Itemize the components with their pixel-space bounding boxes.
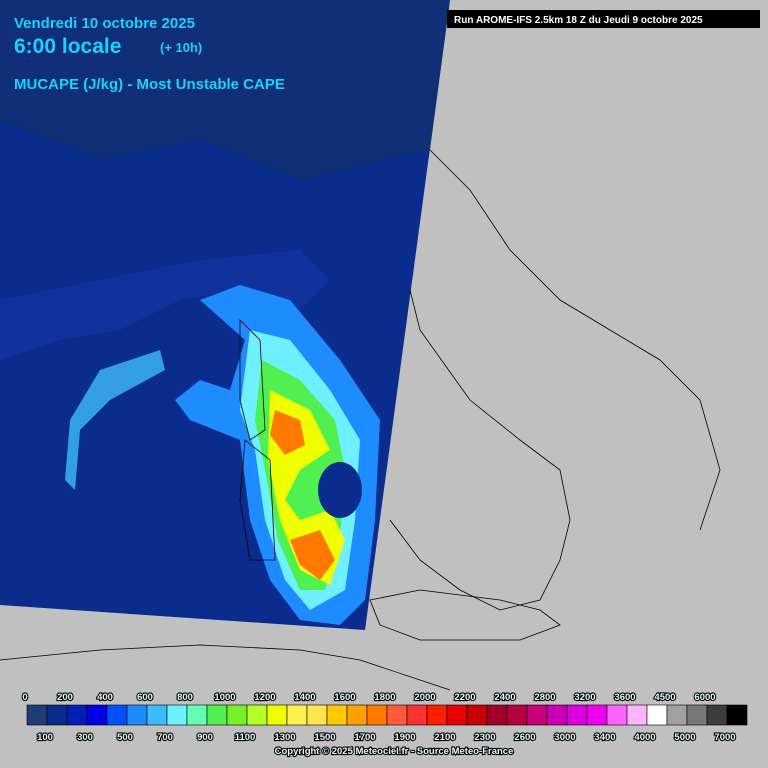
legend-swatch — [526, 704, 548, 726]
legend-label: 1700 — [354, 732, 375, 743]
legend-swatch — [26, 704, 48, 726]
legend-swatch — [706, 704, 728, 726]
legend-swatch — [246, 704, 268, 726]
legend-swatch — [446, 704, 468, 726]
legend-swatch — [206, 704, 228, 726]
legend-swatch — [406, 704, 428, 726]
legend-label: 4500 — [654, 692, 675, 703]
legend-swatch — [306, 704, 328, 726]
legend-label: 5000 — [674, 732, 695, 743]
legend-label: 700 — [157, 732, 173, 743]
legend-swatch — [386, 704, 408, 726]
legend-swatch — [146, 704, 168, 726]
legend-label: 7000 — [714, 732, 735, 743]
legend-swatch — [586, 704, 608, 726]
legend-label: 2300 — [474, 732, 495, 743]
legend-label: 2200 — [454, 692, 475, 703]
legend-swatch — [486, 704, 508, 726]
legend-swatch — [506, 704, 528, 726]
legend-swatch — [186, 704, 208, 726]
legend-label: 3000 — [554, 732, 575, 743]
legend-label: 6000 — [694, 692, 715, 703]
legend-label: 1600 — [334, 692, 355, 703]
legend-label: 1300 — [274, 732, 295, 743]
legend-label: 4000 — [634, 732, 655, 743]
legend-label: 1200 — [254, 692, 275, 703]
coastlines — [0, 149, 721, 691]
legend-swatch — [286, 704, 308, 726]
legend: 0 100 200 300 400 500 600 700 800 900 1000 1100 1200… — [21, 691, 748, 744]
legend-label: 3600 — [614, 692, 635, 703]
legend-swatch — [86, 704, 108, 726]
legend-label: 2000 — [414, 692, 435, 703]
legend-swatch — [326, 704, 348, 726]
legend-label: 1900 — [394, 732, 415, 743]
legend-label: 1800 — [374, 692, 395, 703]
legend-swatch — [566, 704, 588, 726]
legend-label: 1100 — [235, 732, 256, 743]
legend-swatch — [366, 704, 388, 726]
date: Vendredi 10 octobre 2025 — [14, 15, 195, 32]
legend-label: 300 — [77, 732, 93, 743]
cape-hole — [318, 462, 362, 518]
legend-swatch — [46, 704, 68, 726]
legend-label: 600 — [137, 692, 153, 703]
legend-swatch — [66, 704, 88, 726]
sea-area — [0, 250, 330, 360]
run-info: Run AROME-IFS 2.5km 18 Z du Jeudi 9 octo… — [454, 15, 703, 26]
legend-swatch — [106, 704, 128, 726]
legend-swatch — [266, 704, 288, 726]
run-box — [447, 10, 760, 28]
legend-label: 200 — [57, 692, 73, 703]
time: 6:00 locale — [14, 35, 121, 58]
legend-label: 500 — [117, 732, 133, 743]
legend-label: 3400 — [594, 732, 615, 743]
legend-swatch — [346, 704, 368, 726]
legend-swatch — [466, 704, 488, 726]
legend-swatch — [666, 704, 688, 726]
lead-time: (+ 10h) — [160, 40, 202, 55]
land-area — [0, 0, 450, 180]
legend-swatch — [646, 704, 668, 726]
legend-label: 2600 — [514, 732, 535, 743]
legend-label: 3200 — [574, 692, 595, 703]
legend-label: 2800 — [534, 692, 555, 703]
legend-swatch — [726, 704, 748, 726]
legend-swatch — [226, 704, 248, 726]
legend-swatch — [126, 704, 148, 726]
legend-label: 0 — [22, 692, 27, 703]
legend-swatch — [546, 704, 568, 726]
legend-label: 2400 — [494, 692, 515, 703]
legend-label: 1400 — [294, 692, 315, 703]
cape-plume — [65, 350, 165, 490]
legend-swatch — [686, 704, 708, 726]
legend-label: 2100 — [434, 732, 455, 743]
legend-label: 900 — [197, 732, 213, 743]
legend-swatch — [426, 704, 448, 726]
legend-label: 1500 — [314, 732, 335, 743]
legend-label: 100 — [37, 732, 53, 743]
legend-swatch — [626, 704, 648, 726]
copyright: Copyright © 2025 Meteociel.fr - Source M… — [275, 746, 514, 757]
legend-swatch — [606, 704, 628, 726]
legend-swatch — [166, 704, 188, 726]
parameter: MUCAPE (J/kg) - Most Unstable CAPE — [14, 76, 285, 93]
legend-label: 400 — [97, 692, 113, 703]
cape-plume — [270, 410, 335, 580]
legend-label: 800 — [177, 692, 193, 703]
legend-label: 1000 — [214, 692, 235, 703]
